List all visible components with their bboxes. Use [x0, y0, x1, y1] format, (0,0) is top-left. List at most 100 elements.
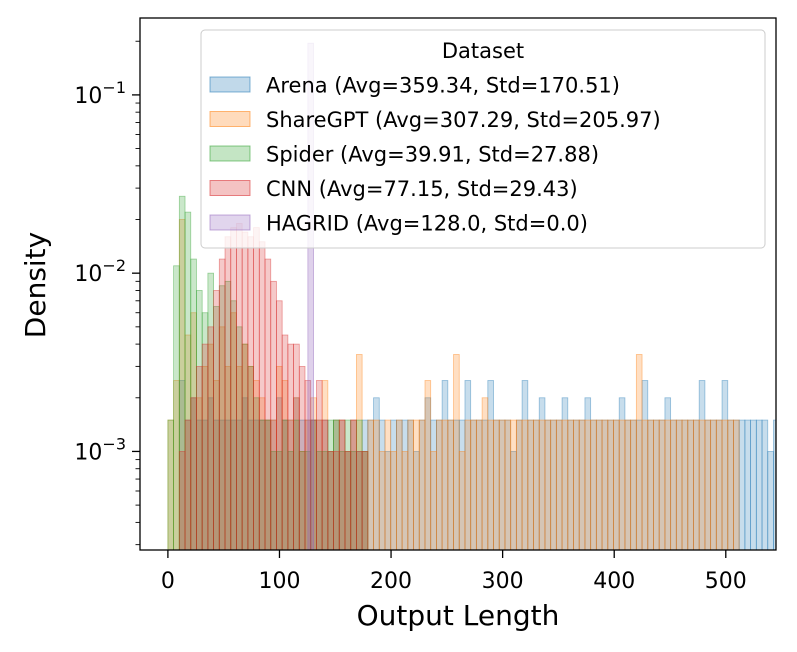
histogram-bar — [327, 451, 334, 550]
histogram-bar — [327, 419, 334, 550]
histogram-bar — [396, 419, 403, 550]
histogram-bar — [184, 211, 192, 550]
histogram-bar — [327, 451, 334, 550]
histogram-bar — [350, 419, 357, 550]
legend-label: ShareGPT (Avg=307.29, Std=205.97) — [266, 108, 661, 132]
histogram-bar — [750, 419, 757, 550]
histogram-bar — [738, 419, 746, 550]
y-tick-label: 10−1 — [74, 78, 126, 109]
histogram-bar — [584, 419, 592, 550]
histogram-bar — [213, 290, 220, 550]
histogram-bar — [687, 419, 694, 550]
histogram-bar — [744, 419, 752, 550]
histogram-bar — [224, 365, 232, 550]
histogram-bar — [527, 419, 534, 550]
y-axis-label: Density — [19, 232, 52, 338]
x-tick-label: 400 — [593, 569, 635, 594]
histogram-bar — [367, 419, 374, 550]
histogram-bar — [356, 354, 363, 550]
legend-label: HAGRID (Avg=128.0, Std=0.0) — [266, 212, 588, 236]
histogram-bar — [190, 397, 197, 550]
histogram-bar — [693, 419, 700, 550]
histogram-bar — [333, 419, 340, 550]
histogram-bar — [470, 419, 477, 550]
plot-frame — [139, 17, 777, 551]
histogram-bar — [487, 419, 494, 550]
histogram-bar — [733, 419, 740, 550]
histogram-bar — [230, 312, 237, 550]
histogram-bar — [675, 419, 683, 550]
histogram-bar — [791, 420, 797, 552]
histogram-bar — [241, 397, 249, 550]
histogram-bar — [458, 451, 466, 550]
legend-item-sharegpt: ShareGPT (Avg=307.29, Std=205.97) — [209, 108, 661, 132]
histogram-bar — [607, 419, 614, 550]
histogram-bar — [298, 451, 306, 550]
histogram-bar — [236, 326, 243, 550]
histogram-bar — [613, 419, 620, 550]
histogram-bar — [196, 419, 203, 550]
histogram-bar — [595, 419, 603, 550]
histogram-bar — [321, 419, 329, 550]
histogram-bar — [253, 227, 260, 550]
histogram-bar — [418, 419, 426, 550]
histogram-bar — [298, 365, 306, 550]
histogram-bar — [721, 380, 729, 550]
legend-swatch — [209, 180, 251, 196]
histogram-bar — [555, 419, 563, 550]
histogram-bar — [447, 419, 454, 550]
legend-frame — [200, 29, 766, 249]
histogram-bar — [253, 380, 260, 550]
histogram-bar — [447, 419, 454, 550]
histogram-bar — [281, 380, 289, 550]
histogram-bar — [241, 343, 249, 550]
histogram-bar — [184, 419, 192, 550]
histogram-bar — [595, 419, 603, 550]
histogram-bar — [190, 397, 197, 550]
histogram-bar — [293, 397, 300, 550]
histogram-bar — [213, 380, 220, 550]
histogram-bar — [281, 334, 289, 550]
histogram-bar — [327, 451, 334, 550]
histogram-bar — [361, 451, 369, 550]
histogram-bar — [184, 334, 192, 550]
histogram-bar — [167, 419, 175, 550]
histogram-bar — [647, 419, 654, 550]
histogram-bar — [687, 419, 694, 550]
histogram-bar — [373, 397, 380, 550]
histogram-bar — [258, 241, 266, 550]
histogram-bar — [561, 419, 569, 550]
histogram-bar — [390, 451, 397, 550]
histogram-bar — [515, 419, 523, 550]
histogram-bar — [481, 397, 489, 550]
histogram-bar — [618, 397, 626, 550]
histogram-bar — [567, 419, 574, 550]
histogram-bar — [253, 419, 260, 550]
legend-item-cnn: CNN (Avg=77.15, Std=29.43) — [209, 177, 578, 201]
histogram-bar — [241, 231, 249, 550]
histogram-bar — [624, 419, 632, 550]
histogram-bar — [573, 419, 580, 550]
histogram-bar — [236, 223, 243, 550]
histogram-bar — [287, 343, 294, 550]
histogram-bar — [367, 419, 374, 550]
histogram-bar — [287, 451, 294, 550]
histogram-bar — [550, 419, 557, 550]
histogram-bar — [493, 419, 500, 550]
histogram-bar — [670, 419, 677, 550]
histogram-bar — [321, 419, 329, 550]
histogram-bar — [264, 258, 272, 550]
histogram-bar — [356, 419, 363, 550]
histogram-bar — [350, 419, 357, 550]
histogram-bar — [664, 397, 672, 550]
legend-label: Arena (Avg=359.34, Std=170.51) — [266, 74, 620, 98]
histogram-bar — [378, 419, 386, 550]
histogram-bar — [373, 419, 380, 550]
histogram-bar — [253, 397, 260, 550]
histogram-bar — [555, 419, 563, 550]
histogram-bar — [458, 419, 466, 550]
histogram-bar — [281, 419, 289, 550]
histogram-bar — [647, 419, 654, 550]
histogram-bar — [258, 419, 266, 550]
